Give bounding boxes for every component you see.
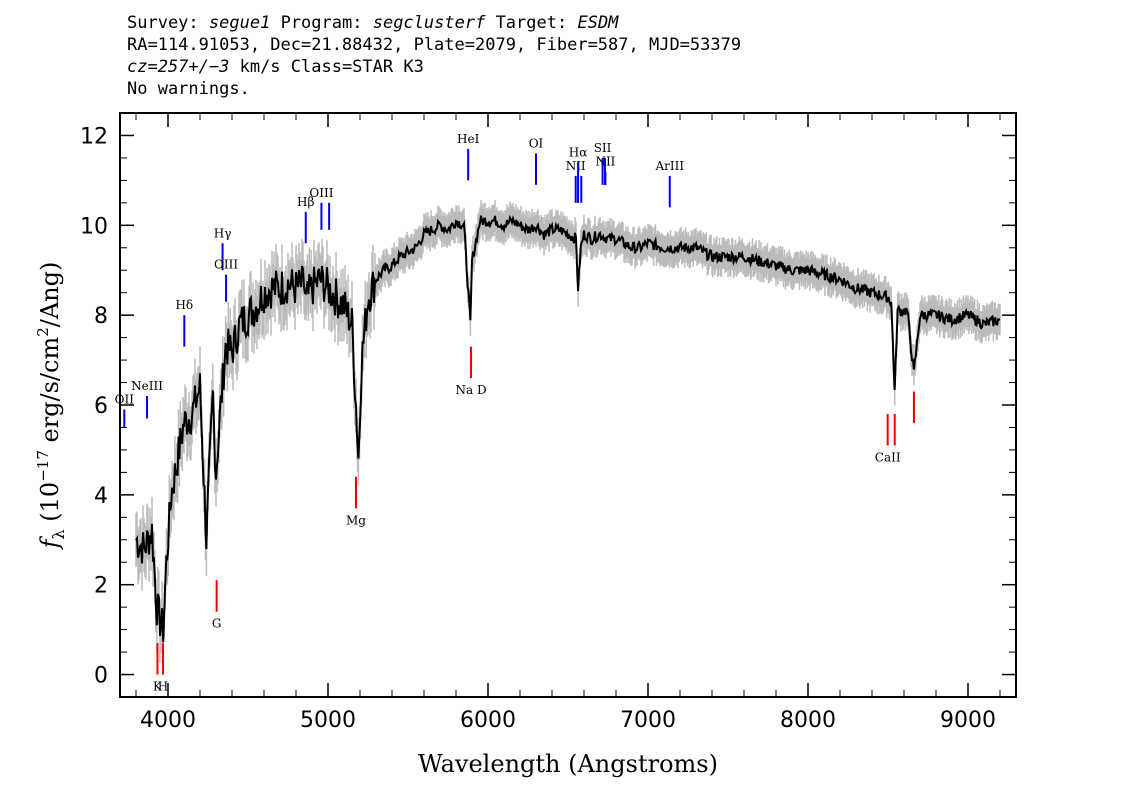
spectrum-line	[135, 214, 1001, 643]
y-tick-label: 2	[94, 574, 108, 599]
y-label-exp: −17	[34, 450, 52, 482]
x-tick-label: 6000	[460, 708, 516, 733]
y-tick-label: 6	[94, 394, 108, 419]
noise-band-path	[135, 200, 1001, 670]
coords-line: RA=114.91053, Dec=21.88432, Plate=2079, …	[127, 35, 742, 55]
absorption-line-label: G	[212, 617, 222, 631]
spectrum-series	[135, 214, 1001, 643]
x-tick-label: 4000	[140, 708, 196, 733]
absorption-line-label: Mg	[346, 513, 366, 527]
emission-line-label: OI	[529, 136, 544, 150]
y-label-sq: 2	[34, 327, 52, 337]
program-label: Program:	[280, 13, 363, 33]
x-axis-title: Wavelength (Angstroms)	[418, 750, 718, 778]
redshift-line: cz=257+/−3 km/s Class=STAR K3	[127, 56, 741, 78]
x-tick-label: 5000	[300, 708, 356, 733]
y-tick-label: 0	[94, 664, 108, 689]
target-value: ESDM	[577, 13, 619, 33]
spectrum-header: Survey: segue1 Program: segclusterf Targ…	[127, 12, 741, 100]
survey-line: Survey: segue1 Program: segclusterf Targ…	[127, 12, 741, 34]
y-label-lambda: λ	[49, 529, 68, 539]
survey-value: segue1	[208, 13, 271, 33]
absorption-line-label: Na D	[455, 383, 486, 397]
emission-line-label: Hγ	[214, 226, 232, 240]
emission-line-label: NeIII	[131, 379, 163, 393]
y-label-end: /Ang)	[36, 262, 64, 328]
emission-line-label: SII	[594, 141, 612, 155]
class-text: km/s Class=STAR K3	[229, 57, 424, 77]
emission-line-label: Hα	[569, 145, 588, 159]
emission-line-label: HeI	[457, 132, 480, 146]
y-tick-label: 10	[80, 214, 108, 239]
warnings-line: No warnings.	[127, 79, 250, 99]
x-tick-label: 8000	[780, 708, 836, 733]
absorption-line-label: K	[153, 680, 163, 694]
cz-value: cz=257+/−3	[127, 57, 230, 77]
emission-line-label: NII	[595, 154, 615, 168]
y-tick-label: 8	[94, 304, 108, 329]
plot-frame	[119, 112, 1017, 698]
noise-band	[135, 200, 1001, 670]
absorption-line-label: CaII	[875, 450, 901, 464]
x-tick-label: 9000	[940, 708, 996, 733]
axis-ticks: 4000 5000 6000 7000 8000 9000 0 2 4 6 8 10 12	[80, 113, 1016, 733]
program-value: segclusterf	[372, 13, 486, 33]
emission-line-label: ArIII	[654, 159, 684, 173]
y-tick-label: 4	[94, 484, 108, 509]
x-tick-label: 7000	[620, 708, 676, 733]
emission-line-label: Hβ	[297, 195, 314, 209]
emission-line-label: OIII	[309, 186, 333, 200]
emission-line-label: OIII	[214, 258, 238, 272]
y-tick-label: 12	[80, 124, 108, 149]
y-label-mid: (10	[36, 482, 64, 530]
target-label: Target:	[495, 13, 568, 33]
absorption-line-label: H	[158, 680, 168, 694]
emission-line-label: Hδ	[175, 298, 193, 312]
survey-label: Survey:	[127, 13, 199, 33]
y-axis-title: fλ (10−17 erg/s/cm2/Ang)	[34, 262, 68, 551]
emission-line-label: NII	[566, 159, 586, 173]
y-label-units: erg/s/cm	[36, 337, 64, 451]
